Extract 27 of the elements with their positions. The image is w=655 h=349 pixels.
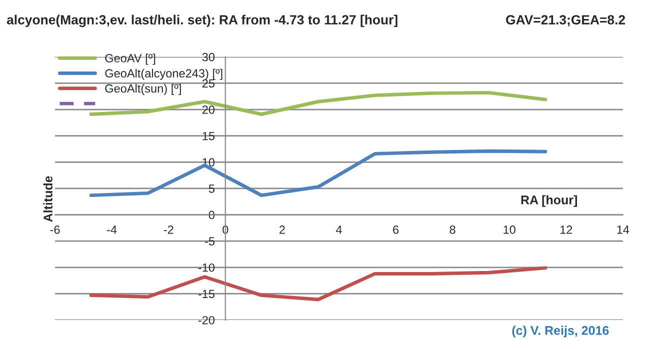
y-tick-label: -20 — [198, 316, 215, 324]
x-axis-title: RA [hour] — [521, 195, 577, 207]
y-tick-label: 20 — [202, 106, 215, 114]
legend-label: GeoAlt(alcyone243) [º] — [105, 68, 222, 80]
x-tick-label: 14 — [617, 226, 630, 234]
legend-label: GeoAV [º] — [105, 54, 156, 65]
x-tick-label: -2 — [164, 226, 174, 234]
x-tick-label: 2 — [279, 226, 285, 234]
x-tick-label: 12 — [560, 226, 572, 234]
y-tick-label: -15 — [198, 290, 214, 298]
x-tick-label: 10 — [504, 226, 516, 234]
x-tick-label: -4 — [107, 226, 117, 234]
y-tick-label: 30 — [202, 52, 215, 62]
y-tick-label: 5 — [208, 184, 214, 193]
y-tick-label: 25 — [202, 79, 214, 88]
text: (c) V. Reijs, 2016 — [512, 326, 609, 338]
y-tick-label: -10 — [198, 263, 215, 272]
y-axis-title: Altitude — [43, 176, 52, 222]
x-tick-label: 8 — [450, 226, 456, 234]
y-tick-label: -5 — [204, 237, 214, 246]
chart-title: alcyone(Magn:3,ev. last/heli. set): RA from -4.73 to 11.27 [hour] — [6, 14, 398, 28]
x-tick-label: 4 — [336, 226, 342, 234]
x-tick-label: 6 — [393, 226, 399, 234]
y-tick-label: 15 — [202, 132, 214, 140]
legend-label: GeoAlt(sun) [º] — [105, 84, 181, 95]
x-tick-label: -6 — [50, 226, 60, 234]
text: GAV=21.3;GEA=8.2 — [506, 15, 625, 26]
